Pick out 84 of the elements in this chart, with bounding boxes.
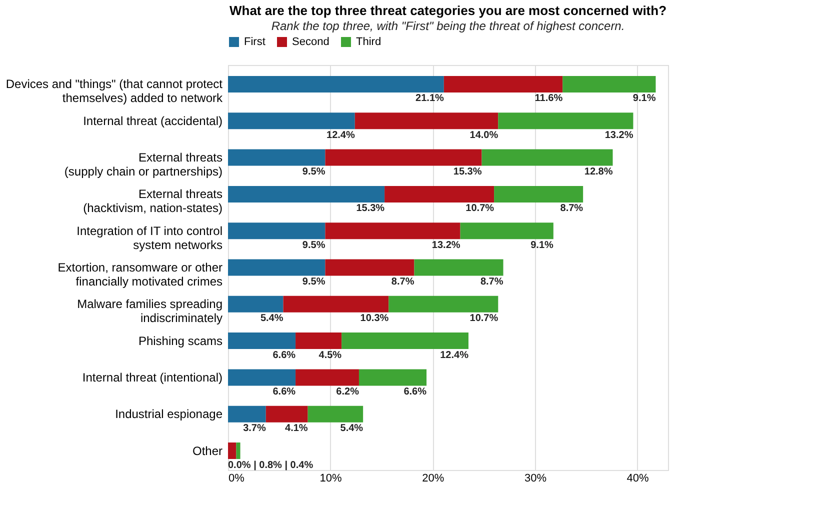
y-tick-label: External threats (supply chain or partnerships) [64, 150, 222, 179]
y-tick-label: Phishing scams [138, 334, 222, 348]
data-label: 5.4% [340, 423, 364, 434]
data-label: 13.2% [432, 240, 460, 251]
legend-label: First [244, 36, 266, 48]
y-tick-label: Integration of IT into control system networks [76, 224, 222, 252]
bar [228, 296, 284, 312]
bar [296, 332, 342, 350]
bar [358, 369, 427, 386]
data-label: 6.6% [404, 386, 427, 398]
y-tick-label: Devices and "things" (that cannot protect themselves) added to network [6, 77, 224, 106]
data-label: 9.5% [302, 166, 326, 178]
data-label: 8.7% [480, 276, 504, 288]
bar [325, 259, 414, 276]
data-label: 15.3% [356, 203, 385, 214]
data-label: 10.7% [466, 203, 494, 214]
data-label: 4.1% [285, 423, 308, 434]
y-tick-label: Internal threat (intentional) [82, 370, 222, 384]
y-tick-label: Industrial espionage [115, 407, 223, 422]
bar [228, 186, 385, 202]
bar [325, 149, 482, 166]
bar [236, 442, 240, 460]
legend-label: Second [292, 36, 330, 48]
data-label: 6.6% [272, 386, 296, 398]
bar [228, 222, 326, 240]
y-tick-label: Extortion, ransomware or other financially motivated crimes [58, 260, 222, 288]
data-label: 4.5% [318, 350, 342, 361]
data-label: 10.3% [360, 313, 389, 324]
x-tick-label: 20% [422, 472, 444, 484]
data-label: 6.6% [272, 350, 296, 361]
bar [266, 406, 308, 422]
x-tick-label: 0% [228, 472, 245, 484]
data-label: 12.4% [440, 350, 469, 361]
legend-label: Third [356, 36, 382, 48]
bar [384, 186, 494, 202]
bar [342, 332, 468, 350]
bar [228, 369, 296, 386]
data-label: 21.1% [416, 93, 444, 104]
bar [308, 406, 364, 422]
bar [228, 76, 444, 92]
data-label: 9.5% [302, 240, 326, 251]
bar [228, 332, 296, 350]
bar [228, 406, 266, 422]
bar [283, 296, 389, 312]
data-label: 6.2% [336, 386, 360, 398]
data-label: 3.7% [243, 423, 266, 434]
y-tick-label: Malware families spreading indiscriminately [77, 297, 222, 326]
bar [498, 112, 634, 130]
x-tick-label: 30% [524, 472, 547, 484]
bar [228, 259, 326, 276]
bar [388, 296, 498, 312]
bar [296, 369, 359, 386]
bar [414, 259, 504, 276]
data-label: 15.3% [453, 166, 482, 178]
data-label: 11.6% [534, 93, 563, 104]
bar [228, 112, 355, 130]
data-label: 12.4% [326, 130, 355, 141]
bar [228, 442, 236, 460]
bar [228, 149, 326, 166]
y-tick-label: External threats (hacktivism, nation-states) [83, 187, 222, 216]
bar [562, 76, 656, 92]
data-label: 8.7% [391, 276, 414, 288]
data-label: 8.7% [560, 203, 584, 214]
data-label: 9.1% [530, 240, 554, 251]
bar [354, 112, 498, 130]
data-label: 9.5% [302, 276, 326, 288]
data-label: 10.7% [470, 313, 498, 324]
y-tick-label: Other [192, 444, 222, 458]
data-label: 0.0% | 0.8% | 0.4% [228, 460, 314, 471]
data-label: 9.1% [632, 93, 656, 104]
data-label: 13.2% [604, 130, 634, 141]
bar [482, 149, 613, 166]
x-tick-label: 10% [320, 472, 342, 484]
x-tick-label: 40% [626, 472, 650, 484]
bar [444, 76, 563, 92]
data-label: 14.0% [470, 130, 498, 141]
chart-subtitle: Rank the top three, with "First" being the threat of highest concern. [271, 19, 625, 33]
chart-title: What are the top three threat categories you are most concerned with? [229, 3, 667, 18]
bar [325, 222, 460, 240]
bar [494, 186, 584, 202]
data-label: 5.4% [260, 313, 284, 324]
data-label: 12.8% [584, 166, 613, 178]
y-tick-label: Internal threat (accidental) [83, 114, 223, 128]
bar [460, 222, 554, 240]
